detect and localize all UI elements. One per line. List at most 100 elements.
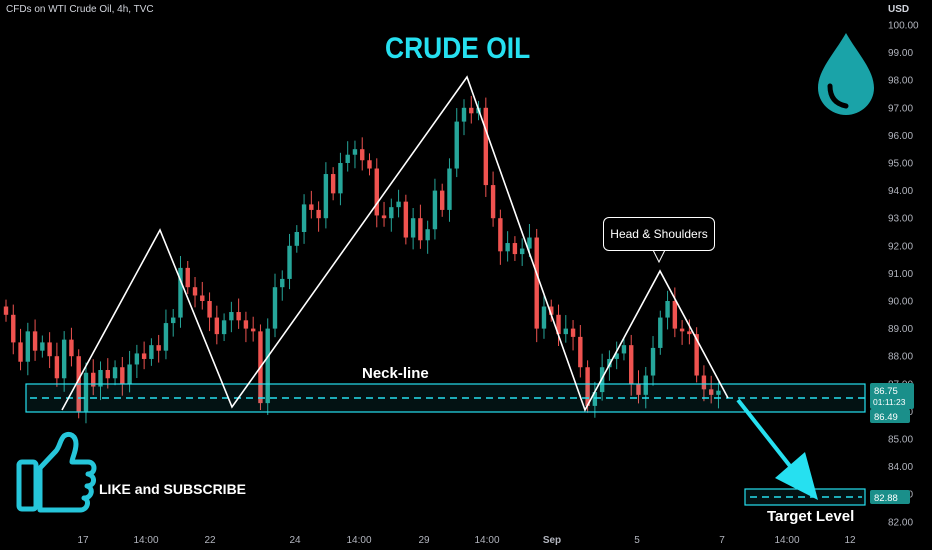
y-tick-label: 97.00 bbox=[888, 103, 913, 114]
svg-text:86.49: 86.49 bbox=[874, 412, 898, 423]
candle-body bbox=[483, 107, 489, 186]
y-tick-label: 89.00 bbox=[888, 324, 913, 335]
candle-body bbox=[185, 267, 190, 288]
x-tick-label: 29 bbox=[418, 535, 430, 546]
x-tick-label: 14:00 bbox=[346, 535, 371, 546]
candle-body bbox=[512, 243, 518, 255]
candle-body bbox=[650, 347, 656, 376]
candle-body bbox=[330, 174, 336, 194]
y-tick-label: 92.00 bbox=[888, 241, 913, 252]
candle-body bbox=[672, 301, 678, 329]
candle-body bbox=[585, 367, 590, 406]
pattern-callout[interactable]: Head & Shoulders bbox=[603, 217, 715, 251]
candle-body bbox=[120, 367, 125, 384]
candle-body bbox=[425, 229, 430, 241]
y-tick-label: 98.00 bbox=[888, 76, 913, 87]
x-tick-label: 12 bbox=[844, 535, 856, 546]
svg-text:01:11:23: 01:11:23 bbox=[873, 397, 906, 407]
candle-body bbox=[454, 121, 459, 169]
svg-text:86.75: 86.75 bbox=[874, 386, 898, 397]
candle-body bbox=[18, 342, 23, 362]
candle-body bbox=[410, 218, 416, 238]
candle-body bbox=[301, 204, 307, 232]
candle-body bbox=[643, 375, 648, 395]
candle-body bbox=[570, 328, 576, 337]
candle-body bbox=[505, 243, 510, 252]
y-tick-label: 95.00 bbox=[888, 159, 913, 170]
candle-body bbox=[214, 317, 220, 335]
candle-body bbox=[592, 392, 598, 406]
oil-drop-icon bbox=[818, 33, 874, 115]
candle-body bbox=[621, 345, 627, 354]
candle-body bbox=[389, 207, 394, 219]
candle-body bbox=[61, 339, 67, 379]
pattern-callout-text: Head & Shoulders bbox=[610, 227, 708, 241]
candle-body bbox=[367, 160, 372, 169]
projection-arrow-head bbox=[775, 452, 818, 500]
candle-body bbox=[149, 345, 154, 359]
candle-body bbox=[549, 306, 554, 315]
x-tick-label: Sep bbox=[543, 535, 561, 546]
candle-body bbox=[91, 372, 96, 387]
candle-body bbox=[658, 317, 663, 348]
time-axis[interactable]: 17 14:00 22 24 14:00 29 14:00 Sep 5 7 14:00 12 bbox=[77, 535, 856, 546]
y-tick-label: 91.00 bbox=[888, 269, 913, 280]
candle-body bbox=[192, 287, 198, 296]
candle-body bbox=[47, 342, 52, 357]
candle-body bbox=[432, 190, 438, 230]
x-tick-label: 14:00 bbox=[474, 535, 499, 546]
cta-text: LIKE and SUBSCRIBE bbox=[99, 481, 247, 497]
chart-title: CRUDE OIL bbox=[385, 32, 531, 65]
candle-body bbox=[629, 345, 634, 384]
candle-body bbox=[636, 383, 641, 395]
y-tick-label: 100.00 bbox=[888, 21, 919, 32]
y-tick-label: 82.00 bbox=[888, 517, 913, 528]
y-tick-label: 90.00 bbox=[888, 297, 913, 308]
candle-body bbox=[665, 301, 670, 318]
candle-body bbox=[556, 314, 561, 335]
y-tick-label: 85.00 bbox=[888, 435, 913, 446]
x-tick-label: 24 bbox=[289, 535, 301, 546]
svg-text:82.88: 82.88 bbox=[874, 493, 898, 504]
pattern-zigzag-line[interactable] bbox=[61, 75, 729, 412]
candle-body bbox=[105, 370, 110, 379]
candle-body bbox=[578, 336, 583, 368]
candle-body bbox=[352, 149, 358, 155]
candle-body bbox=[447, 168, 452, 210]
x-tick-label: 22 bbox=[204, 535, 216, 546]
projection-arrow-line bbox=[736, 398, 792, 468]
candle-body bbox=[360, 149, 365, 161]
candle-body bbox=[294, 232, 299, 246]
candle-body bbox=[527, 237, 532, 249]
candle-body bbox=[141, 353, 147, 359]
price-tag-neck: 86.49 bbox=[870, 409, 910, 423]
candle-body bbox=[250, 328, 256, 332]
candle-body bbox=[280, 278, 285, 288]
target-label: Target Level bbox=[767, 508, 855, 525]
candle-body bbox=[345, 154, 350, 163]
candle-body bbox=[338, 163, 343, 194]
candle-body bbox=[243, 320, 249, 329]
y-tick-label: 93.00 bbox=[888, 214, 913, 225]
candle-body bbox=[469, 107, 474, 114]
symbol-header[interactable]: CFDs on WTI Crude Oil, 4h, TVC bbox=[6, 4, 154, 15]
candle-body bbox=[323, 174, 329, 219]
candle-body bbox=[396, 201, 401, 208]
x-tick-label: 5 bbox=[634, 535, 640, 546]
x-tick-label: 17 bbox=[77, 535, 89, 546]
candle-body bbox=[40, 342, 45, 351]
candle-body bbox=[440, 190, 445, 210]
candle-body bbox=[316, 209, 321, 219]
candle-body bbox=[563, 328, 568, 335]
candle-body bbox=[374, 168, 379, 216]
candle-body bbox=[163, 323, 169, 351]
x-tick-label: 7 bbox=[719, 535, 725, 546]
price-axis[interactable]: 82.0083.0084.0085.0086.0087.0088.0089.00… bbox=[888, 21, 919, 529]
candle-body bbox=[54, 356, 60, 379]
currency-label: USD bbox=[888, 4, 910, 15]
candle-body bbox=[687, 331, 692, 335]
candle-body bbox=[178, 267, 183, 318]
candle-body bbox=[541, 306, 547, 329]
